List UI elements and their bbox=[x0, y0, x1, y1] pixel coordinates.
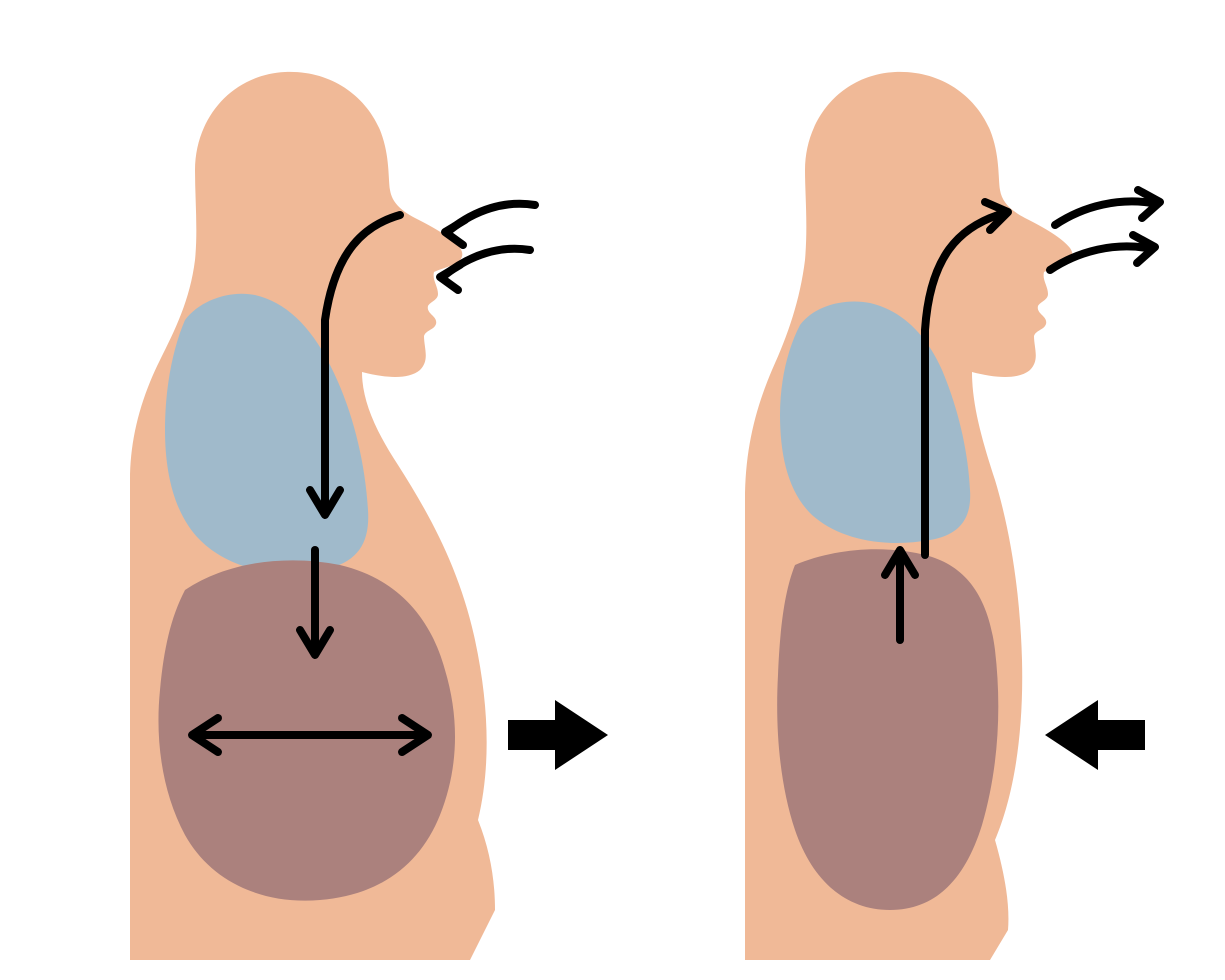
breathing-diagram bbox=[0, 0, 1225, 980]
belly-shape bbox=[777, 549, 998, 910]
